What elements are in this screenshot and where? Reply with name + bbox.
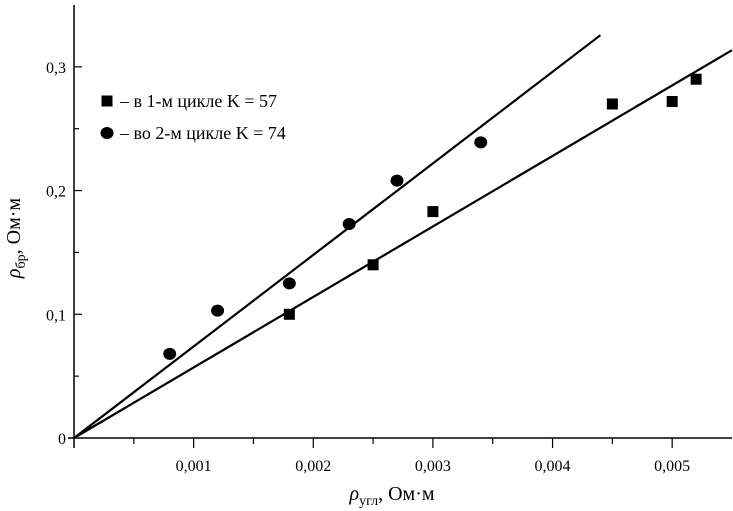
y-tick-label: 0	[58, 431, 66, 448]
data-point-series-1	[690, 73, 702, 85]
fit-line-series-1	[73, 49, 733, 439]
y-tick-label: 0,3	[46, 60, 66, 77]
data-point-series-1	[283, 308, 295, 320]
y-tick-label: 0,2	[46, 184, 66, 201]
x-tick-label: 0,004	[535, 458, 571, 475]
fit-line-series-2	[73, 34, 602, 439]
legend-marker-series-1	[101, 95, 113, 107]
x-tick-label: 0,002	[295, 458, 331, 475]
data-point-series-2	[211, 304, 225, 317]
axes	[68, 5, 732, 448]
data-point-series-2	[342, 217, 356, 230]
data-point-series-1	[367, 259, 379, 271]
ticks: 0 0,1 0,2 0,3 0,001 0,002 0,003 0,004 0,005	[46, 60, 690, 475]
data-point-series-1	[427, 206, 439, 218]
data-point-series-1	[606, 98, 618, 110]
x-tick-label: 0,003	[415, 458, 451, 475]
data-point-series-2	[282, 277, 296, 290]
data-point-series-1	[666, 95, 678, 107]
legend-marker-series-2	[100, 127, 114, 139]
markers	[163, 73, 702, 360]
x-tick-label: 0,005	[654, 458, 690, 475]
legend: – в 1-м цикле K = 57 – во 2-м цикле K = 7…	[100, 91, 286, 143]
data-point-series-2	[390, 174, 404, 187]
legend-label-series-1: – в 1-м цикле K = 57	[119, 91, 277, 111]
x-tick-label: 0,001	[176, 458, 212, 475]
data-point-series-2	[163, 347, 177, 360]
legend-label-series-2: – во 2-м цикле K = 74	[119, 123, 286, 143]
data-point-series-2	[474, 136, 488, 149]
y-axis-title: ρбр, Ом·м	[3, 198, 29, 279]
fit-lines	[73, 34, 733, 439]
y-tick-label: 0,1	[46, 307, 66, 324]
x-axis-title: ρугл, Ом·м	[348, 483, 434, 509]
